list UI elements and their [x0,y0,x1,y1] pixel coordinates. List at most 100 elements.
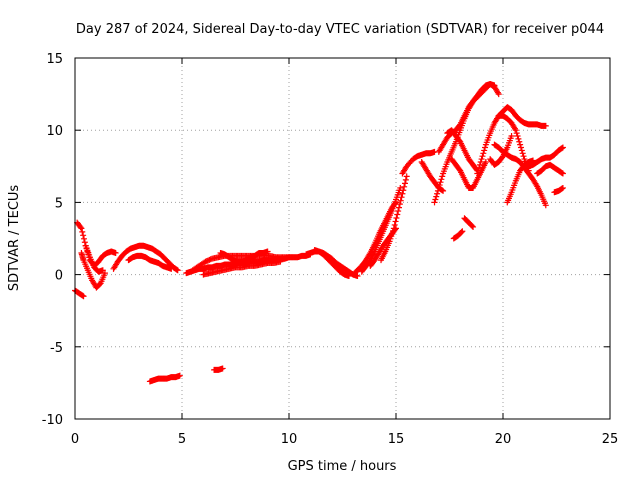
data-point [474,170,481,177]
x-tick-label: 15 [388,432,405,447]
series-t30 [487,132,515,168]
data-point [168,265,175,272]
data-point [402,176,409,183]
series-t1 [74,219,119,269]
data-point [396,201,403,208]
data-point [459,228,466,235]
data-point [81,239,88,246]
data-point [401,183,408,190]
data-point [491,82,498,89]
y-tick-label: 15 [46,52,63,67]
x-tick-label: 5 [178,432,186,447]
series-t16 [378,173,410,264]
data-point [219,365,226,372]
data-point [559,144,566,151]
data-point [80,235,87,242]
y-tick-labels: -10 -5 0 5 10 15 [42,52,63,428]
data-point [434,187,441,194]
x-tick-label: 10 [281,432,298,447]
data-point [517,144,524,151]
data-point [403,173,410,180]
series-t2 [78,249,108,291]
data-point [516,138,523,145]
data-point [559,184,566,191]
series-t13 [350,199,399,278]
data-point [394,211,401,218]
series-t25 [450,228,466,242]
x-tick-labels: 0 5 10 15 20 25 [71,432,618,447]
series-t28 [495,104,549,129]
series-t9 [200,258,284,278]
data-point [174,267,181,274]
data-point [400,187,407,194]
data-point [482,144,489,151]
series-t33 [534,161,566,177]
x-tick-label: 20 [495,432,512,447]
series-t20 [418,158,447,194]
y-tick-label: 10 [46,124,63,139]
data-point [518,147,525,154]
data-point [458,229,465,236]
y-tick-label: 5 [55,196,63,211]
data-point [482,158,489,165]
data-point [393,214,400,221]
data-point [542,122,549,129]
series-t14 [358,184,404,275]
data-point [477,158,484,165]
data-point [395,208,402,215]
series-t22 [435,80,498,155]
data-point [513,130,520,137]
data-point [264,248,271,255]
data-point [495,91,502,98]
data-point [469,223,476,230]
data-point [439,173,446,180]
data-point [520,153,527,160]
plot-frame [74,57,611,420]
series-t34 [551,184,566,196]
data-point [517,141,524,148]
series-t18 [211,365,226,373]
series-t23 [448,156,489,191]
x-axis-label: GPS time / hours [288,459,397,474]
data-point [399,190,406,197]
series-t24 [444,127,481,174]
data-point [440,187,447,194]
data-point [390,225,397,232]
data-point [80,293,87,300]
data-point [395,204,402,211]
y-tick-label: -10 [42,413,63,428]
data-point [277,258,284,265]
data-point [436,182,443,189]
data-point [476,164,483,171]
data-point [508,132,515,139]
series-t26 [461,215,477,230]
data-point [78,225,85,232]
series-t17 [146,372,183,385]
data-point [345,273,352,280]
data-point [99,267,106,274]
data-point [478,156,485,163]
data-point [431,199,438,206]
data-point [397,197,404,204]
data-point [392,218,399,225]
data-point [391,221,398,228]
data-point [480,150,487,157]
data-point [354,273,361,280]
data-point [519,150,526,157]
y-axis-label: SDTVAR / TECUs [7,185,22,292]
data-point [438,176,445,183]
chart-title: Day 287 of 2024, Sidereal Day-to-day VTE… [76,22,604,37]
data-point [559,170,566,177]
data-point [434,190,441,197]
data-point [437,179,444,186]
data-point [470,223,477,230]
data-point [112,249,119,256]
data-point [79,228,86,235]
series-t3 [72,287,87,300]
data-point [476,161,483,168]
series-t32 [525,144,566,170]
series-t10 [217,248,271,265]
data-series [72,80,566,385]
data-point [432,196,439,203]
